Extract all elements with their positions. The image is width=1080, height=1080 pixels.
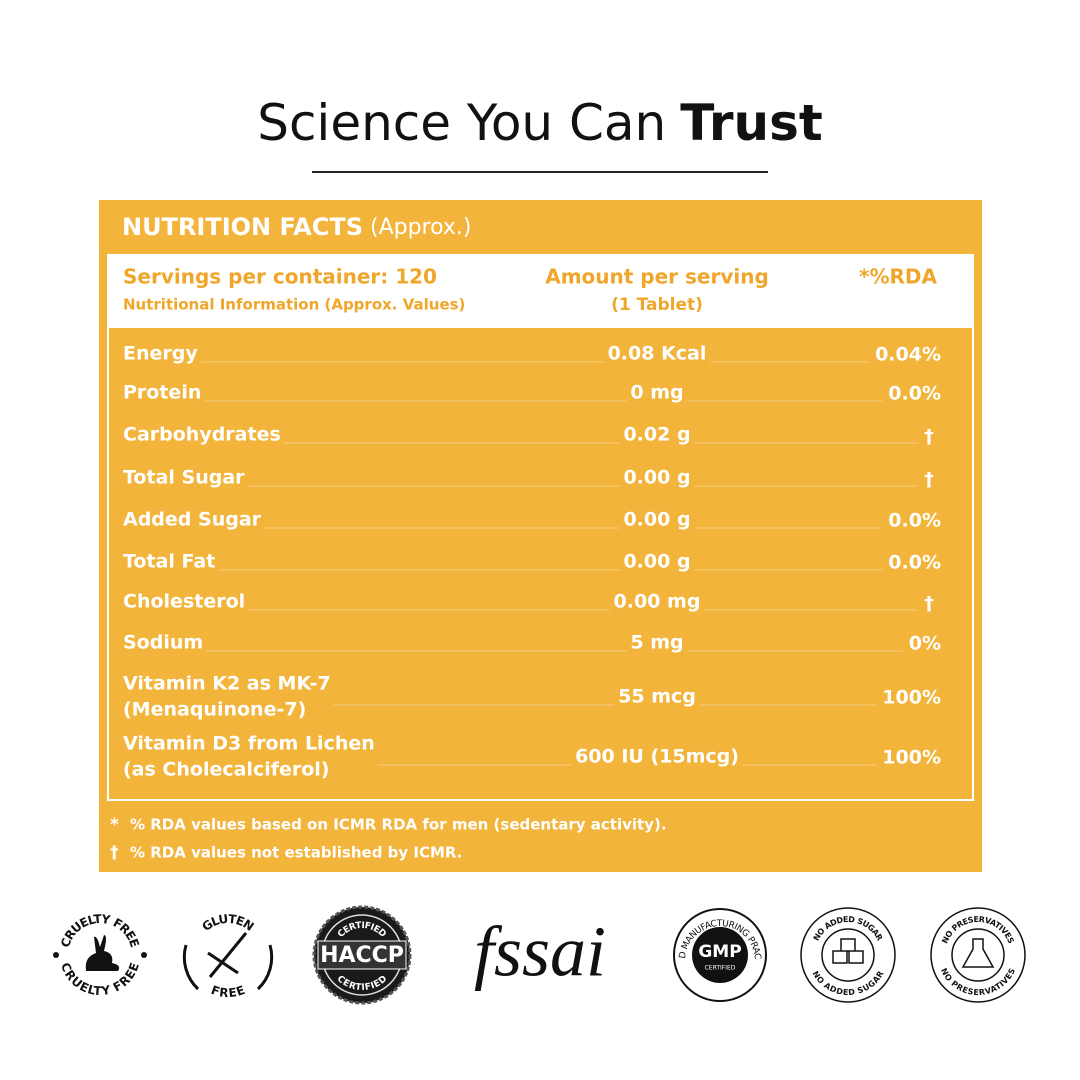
seal-inner <box>692 927 748 983</box>
badge-center: HACCP <box>320 943 404 968</box>
footnote-symbol: * <box>110 815 119 835</box>
badge-sub: CERTIFIED <box>705 965 736 972</box>
badge-top: GLUTEN <box>199 911 256 933</box>
title-regular: Science You Can <box>257 94 666 152</box>
badge-top-path: CRUELTY FREE <box>58 911 143 949</box>
amount: 0.00 g <box>623 467 690 489</box>
amount: 5 mg <box>630 632 683 654</box>
badge-bottom: FREE <box>209 982 246 999</box>
nutrient-name: Cholesterol <box>123 591 245 613</box>
title-bold: Trust <box>680 94 823 152</box>
nutrient-name: Total Sugar <box>123 467 245 489</box>
footnote-text: % RDA values based on ICMR RDA for men (… <box>130 816 667 834</box>
badge-top: CRUELTY FREE <box>58 911 143 949</box>
rda: † <box>924 593 934 615</box>
seal <box>673 908 767 1002</box>
footnotes: * % RDA values based on ICMR RDA for men … <box>110 815 667 863</box>
nutrient-name: Energy <box>123 343 198 365</box>
amount: 0.02 g <box>623 424 690 446</box>
rows: Energy 0.08 Kcal 0.04% Protein 0 mg 0.0% Carbo… <box>123 343 941 781</box>
amount: 0.08 Kcal <box>608 343 707 365</box>
badge-bottom: NO ADDED SUGAR <box>811 969 885 996</box>
amount-note: (1 Tablet) <box>611 295 703 315</box>
page-title: Science You Can Trust <box>257 94 823 152</box>
rda: 0% <box>909 633 941 655</box>
rda: 0.0% <box>888 383 941 405</box>
rda: 0.0% <box>888 552 941 574</box>
amount: 0.00 g <box>623 551 690 573</box>
badge-center: fssai <box>474 912 606 992</box>
amount: 0.00 mg <box>614 591 701 613</box>
badge-center: GMP <box>698 942 741 962</box>
nutrient-name: Sodium <box>123 632 203 654</box>
rda: 100% <box>882 687 941 709</box>
rda: † <box>924 426 934 448</box>
nutrient-name: (as Cholecalciferol) <box>123 759 330 781</box>
badge-bottom-path: FREE <box>209 982 246 999</box>
rda: 0.0% <box>888 510 941 532</box>
badge-top-path: GLUTEN <box>199 911 256 933</box>
seal-band <box>317 940 407 970</box>
rabbit-icon <box>85 935 120 971</box>
nutrient-name: Protein <box>123 382 201 404</box>
nutrient-name: Total Fat <box>123 551 215 573</box>
panel-title: NUTRITION FACTS (Approx.) <box>122 213 472 241</box>
seal <box>800 907 896 1003</box>
rda: 100% <box>882 747 941 769</box>
badge-bottom-path: NO ADDED SUGAR <box>811 969 885 996</box>
nutrient-name: (Menaquinone-7) <box>123 699 306 721</box>
amount: 0 mg <box>630 382 683 404</box>
dot <box>141 952 147 958</box>
cubes-icon <box>832 938 864 964</box>
seal <box>930 907 1026 1003</box>
flask-icon <box>961 938 995 968</box>
panel-title-note: (Approx.) <box>370 215 472 240</box>
nutrient-name: Vitamin K2 as MK-7 <box>123 673 331 695</box>
badge-ring <box>182 944 274 991</box>
wheat-icon <box>207 932 248 978</box>
rda-header: *%RDA <box>859 265 938 289</box>
nutrient-name: Vitamin D3 from Lichen <box>123 733 375 755</box>
rda: † <box>924 469 934 491</box>
table-header <box>108 255 973 328</box>
panel-title-main: NUTRITION FACTS <box>122 213 363 241</box>
amount: 0.00 g <box>623 509 690 531</box>
seal-inner <box>821 928 875 982</box>
seal-inner <box>951 928 1005 982</box>
nutrient-name: Carbohydrates <box>123 424 281 446</box>
nutrient-name: Added Sugar <box>123 509 262 531</box>
amount: 600 IU (15mcg) <box>575 746 739 768</box>
dot <box>53 952 59 958</box>
footnote-text: % RDA values not established by ICMR. <box>130 844 462 862</box>
rda: 0.04% <box>875 344 941 366</box>
servings-note: Nutritional Information (Approx. Values) <box>123 296 465 314</box>
amount: 55 mcg <box>618 686 696 708</box>
amount-header: Amount per serving <box>545 265 769 289</box>
servings: Servings per container: 120 <box>123 265 437 289</box>
footnote-symbol: † <box>110 843 119 863</box>
